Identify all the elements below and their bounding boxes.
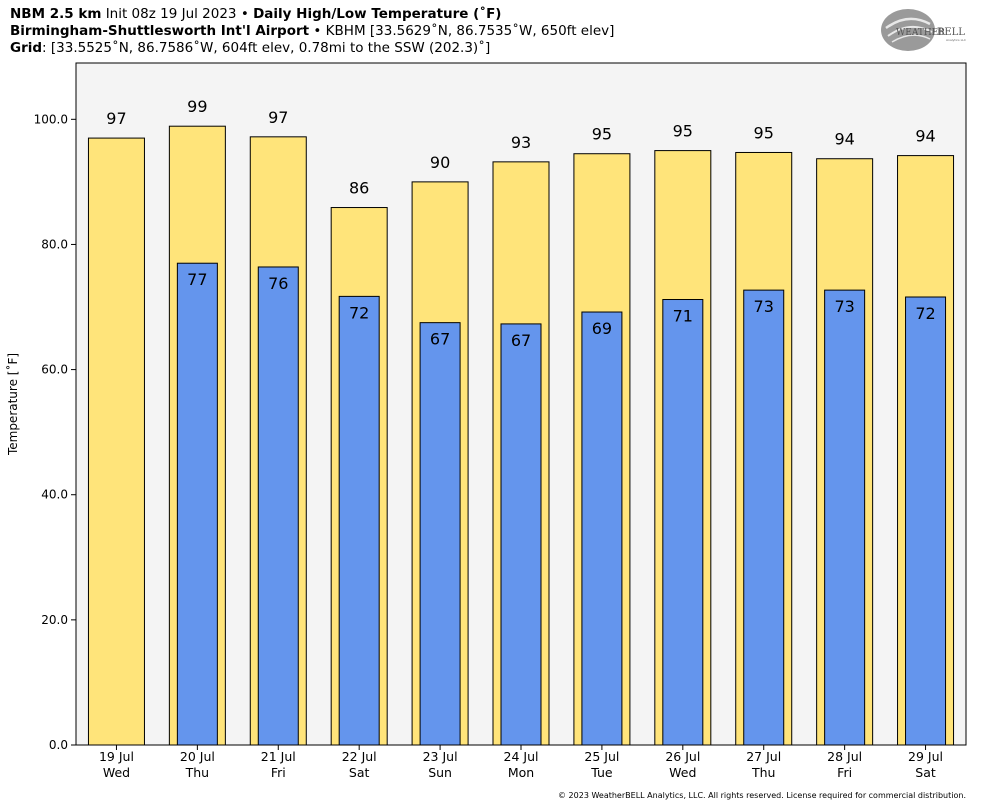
low-temp-label: 72 — [915, 304, 935, 323]
chart-title: Daily High/Low Temperature (˚F) — [253, 6, 502, 22]
high-temp-bar — [87, 137, 145, 746]
x-tick-label-date: 26 Jul — [665, 749, 700, 764]
low-temp-label: 77 — [187, 270, 207, 289]
high-temp-label: 95 — [592, 125, 612, 144]
x-tick-label-weekday: Sat — [349, 765, 370, 780]
model-name: NBM 2.5 km — [10, 6, 102, 22]
low-temp-label: 71 — [673, 307, 693, 326]
low-temp-bar — [500, 323, 542, 746]
x-tick-label-weekday: Sun — [428, 765, 452, 780]
low-temp-label: 67 — [511, 331, 531, 350]
title-line-2: Birmingham-Shuttlesworth Int'l Airport •… — [10, 23, 614, 40]
y-tick-label: 80.0 — [41, 237, 68, 251]
x-tick-label-date: 23 Jul — [423, 749, 458, 764]
y-tick-label: 40.0 — [41, 488, 68, 502]
x-tick-label-date: 28 Jul — [827, 749, 862, 764]
y-tick-label: 0.0 — [49, 738, 68, 752]
station-details: KBHM [33.5629˚N, 86.7535˚W, 650ft elev] — [325, 23, 615, 39]
x-tick-label-weekday: Fri — [837, 765, 852, 780]
x-tick-label-date: 20 Jul — [180, 749, 215, 764]
y-tick-label: 100.0 — [34, 112, 68, 126]
x-tick-label-date: 21 Jul — [261, 749, 296, 764]
title-line-1: NBM 2.5 km Init 08z 19 Jul 2023 • Daily … — [10, 6, 501, 23]
x-tick-label-weekday: Tue — [590, 765, 613, 780]
x-tick-label-date: 19 Jul — [99, 749, 134, 764]
low-temp-bar — [581, 311, 623, 746]
low-temp-label: 73 — [834, 297, 854, 316]
copyright-notice: © 2023 WeatherBELL Analytics, LLC. All r… — [558, 791, 966, 800]
high-temp-label: 93 — [511, 133, 531, 152]
x-tick-label-date: 25 Jul — [584, 749, 619, 764]
high-temp-label: 95 — [754, 123, 774, 142]
low-temp-label: 73 — [754, 297, 774, 316]
low-temp-label: 76 — [268, 274, 288, 293]
x-tick-label-weekday: Thu — [185, 765, 209, 780]
x-tick-label-date: 24 Jul — [504, 749, 539, 764]
x-tick-label-date: 29 Jul — [908, 749, 943, 764]
grid-details: : [33.5525˚N, 86.7586˚W, 604ft elev, 0.7… — [42, 40, 491, 56]
high-temp-label: 97 — [106, 109, 126, 128]
low-temp-bar — [662, 299, 704, 746]
low-temp-label: 69 — [592, 319, 612, 338]
low-temp-bar — [338, 295, 380, 746]
low-temp-bar — [419, 322, 461, 746]
x-tick-label-weekday: Fri — [271, 765, 286, 780]
logo-sub-text: Analytics LLC — [946, 38, 966, 42]
high-temp-label: 95 — [673, 122, 693, 141]
x-tick-label-weekday: Wed — [103, 765, 130, 780]
title-line-3: Grid: [33.5525˚N, 86.7586˚W, 604ft elev,… — [10, 40, 490, 57]
y-axis-label: Temperature [˚F] — [5, 353, 20, 456]
low-temp-label: 72 — [349, 303, 369, 322]
grid-label: Grid — [10, 40, 43, 56]
separator: • — [240, 6, 249, 22]
weatherbell-logo: WEATHER BELL Analytics LLC — [881, 9, 966, 51]
logo-weather-text: WEATHER — [896, 28, 945, 38]
high-temp-label: 90 — [430, 153, 450, 172]
low-temp-bar — [743, 289, 785, 746]
high-temp-label: 94 — [915, 127, 935, 146]
logo-bell-text: BELL — [937, 27, 965, 38]
low-temp-bar — [824, 289, 866, 746]
init-time: Init 08z 19 Jul 2023 — [105, 6, 237, 22]
low-temp-bar — [905, 296, 947, 746]
x-tick-label-weekday: Thu — [751, 765, 775, 780]
y-tick-label: 60.0 — [41, 363, 68, 377]
high-temp-label: 94 — [834, 130, 854, 149]
x-tick-label-weekday: Sat — [915, 765, 936, 780]
x-tick-label-date: 22 Jul — [342, 749, 377, 764]
high-temp-label: 99 — [187, 97, 207, 116]
high-temp-label: 97 — [268, 108, 288, 127]
station-name: Birmingham-Shuttlesworth Int'l Airport — [10, 23, 310, 39]
x-tick-label-weekday: Mon — [508, 765, 534, 780]
x-tick-label-weekday: Wed — [669, 765, 696, 780]
separator: • — [313, 23, 322, 39]
low-temp-bar — [176, 262, 218, 746]
high-temp-label: 86 — [349, 179, 369, 198]
low-temp-bar — [257, 266, 299, 746]
x-tick-label-date: 27 Jul — [746, 749, 781, 764]
y-tick-label: 20.0 — [41, 613, 68, 627]
low-temp-label: 67 — [430, 330, 450, 349]
